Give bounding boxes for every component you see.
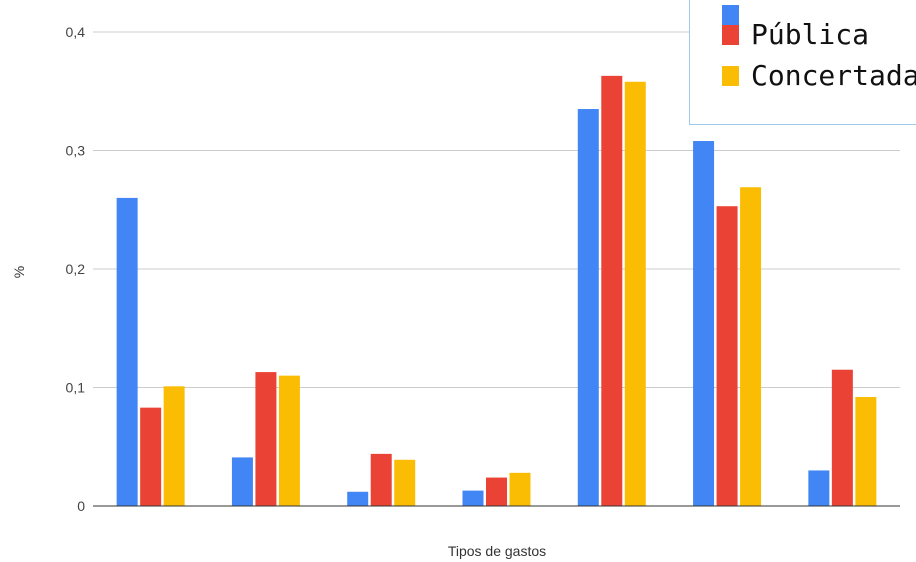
legend-item-2: Concertada [722, 59, 916, 92]
y-tick-labels: 0 0,1 0,2 0,3 0,4 [66, 24, 86, 514]
legend-item-1: Pública [722, 18, 869, 51]
legend-swatch-2 [722, 65, 739, 86]
legend-swatch-0 [722, 5, 739, 25]
bar [278, 375, 300, 506]
y-tick-label: 0,3 [66, 143, 86, 159]
bar [740, 187, 762, 507]
bar [370, 453, 392, 506]
bar [577, 109, 599, 507]
bar [116, 197, 138, 506]
legend-item-0 [722, 5, 751, 25]
bar [255, 372, 277, 506]
bar [624, 81, 646, 507]
bar [831, 369, 853, 506]
bar [486, 477, 507, 506]
bar [462, 490, 484, 506]
bar [509, 472, 531, 506]
y-axis-title: % [11, 266, 27, 278]
y-tick-label: 0,4 [66, 24, 86, 40]
legend: Pública Concertada [689, 0, 916, 125]
bar [601, 75, 623, 506]
y-tick-label: 0,1 [66, 380, 86, 396]
bar [140, 407, 162, 506]
x-axis-title: Tipos de gastos [448, 543, 546, 559]
bar [716, 206, 738, 506]
y-tick-label: 0,2 [66, 261, 86, 277]
bars [116, 75, 877, 507]
bar [808, 470, 830, 506]
y-tick-label: 0 [77, 498, 85, 514]
legend-swatch-1 [722, 24, 739, 45]
bar [347, 491, 369, 506]
bar [855, 396, 877, 506]
legend-label-1: Pública [751, 18, 870, 51]
bar [163, 386, 185, 506]
legend-label-2: Concertada [751, 59, 916, 92]
bar [231, 457, 253, 506]
bar [693, 141, 715, 506]
bar [394, 459, 416, 506]
